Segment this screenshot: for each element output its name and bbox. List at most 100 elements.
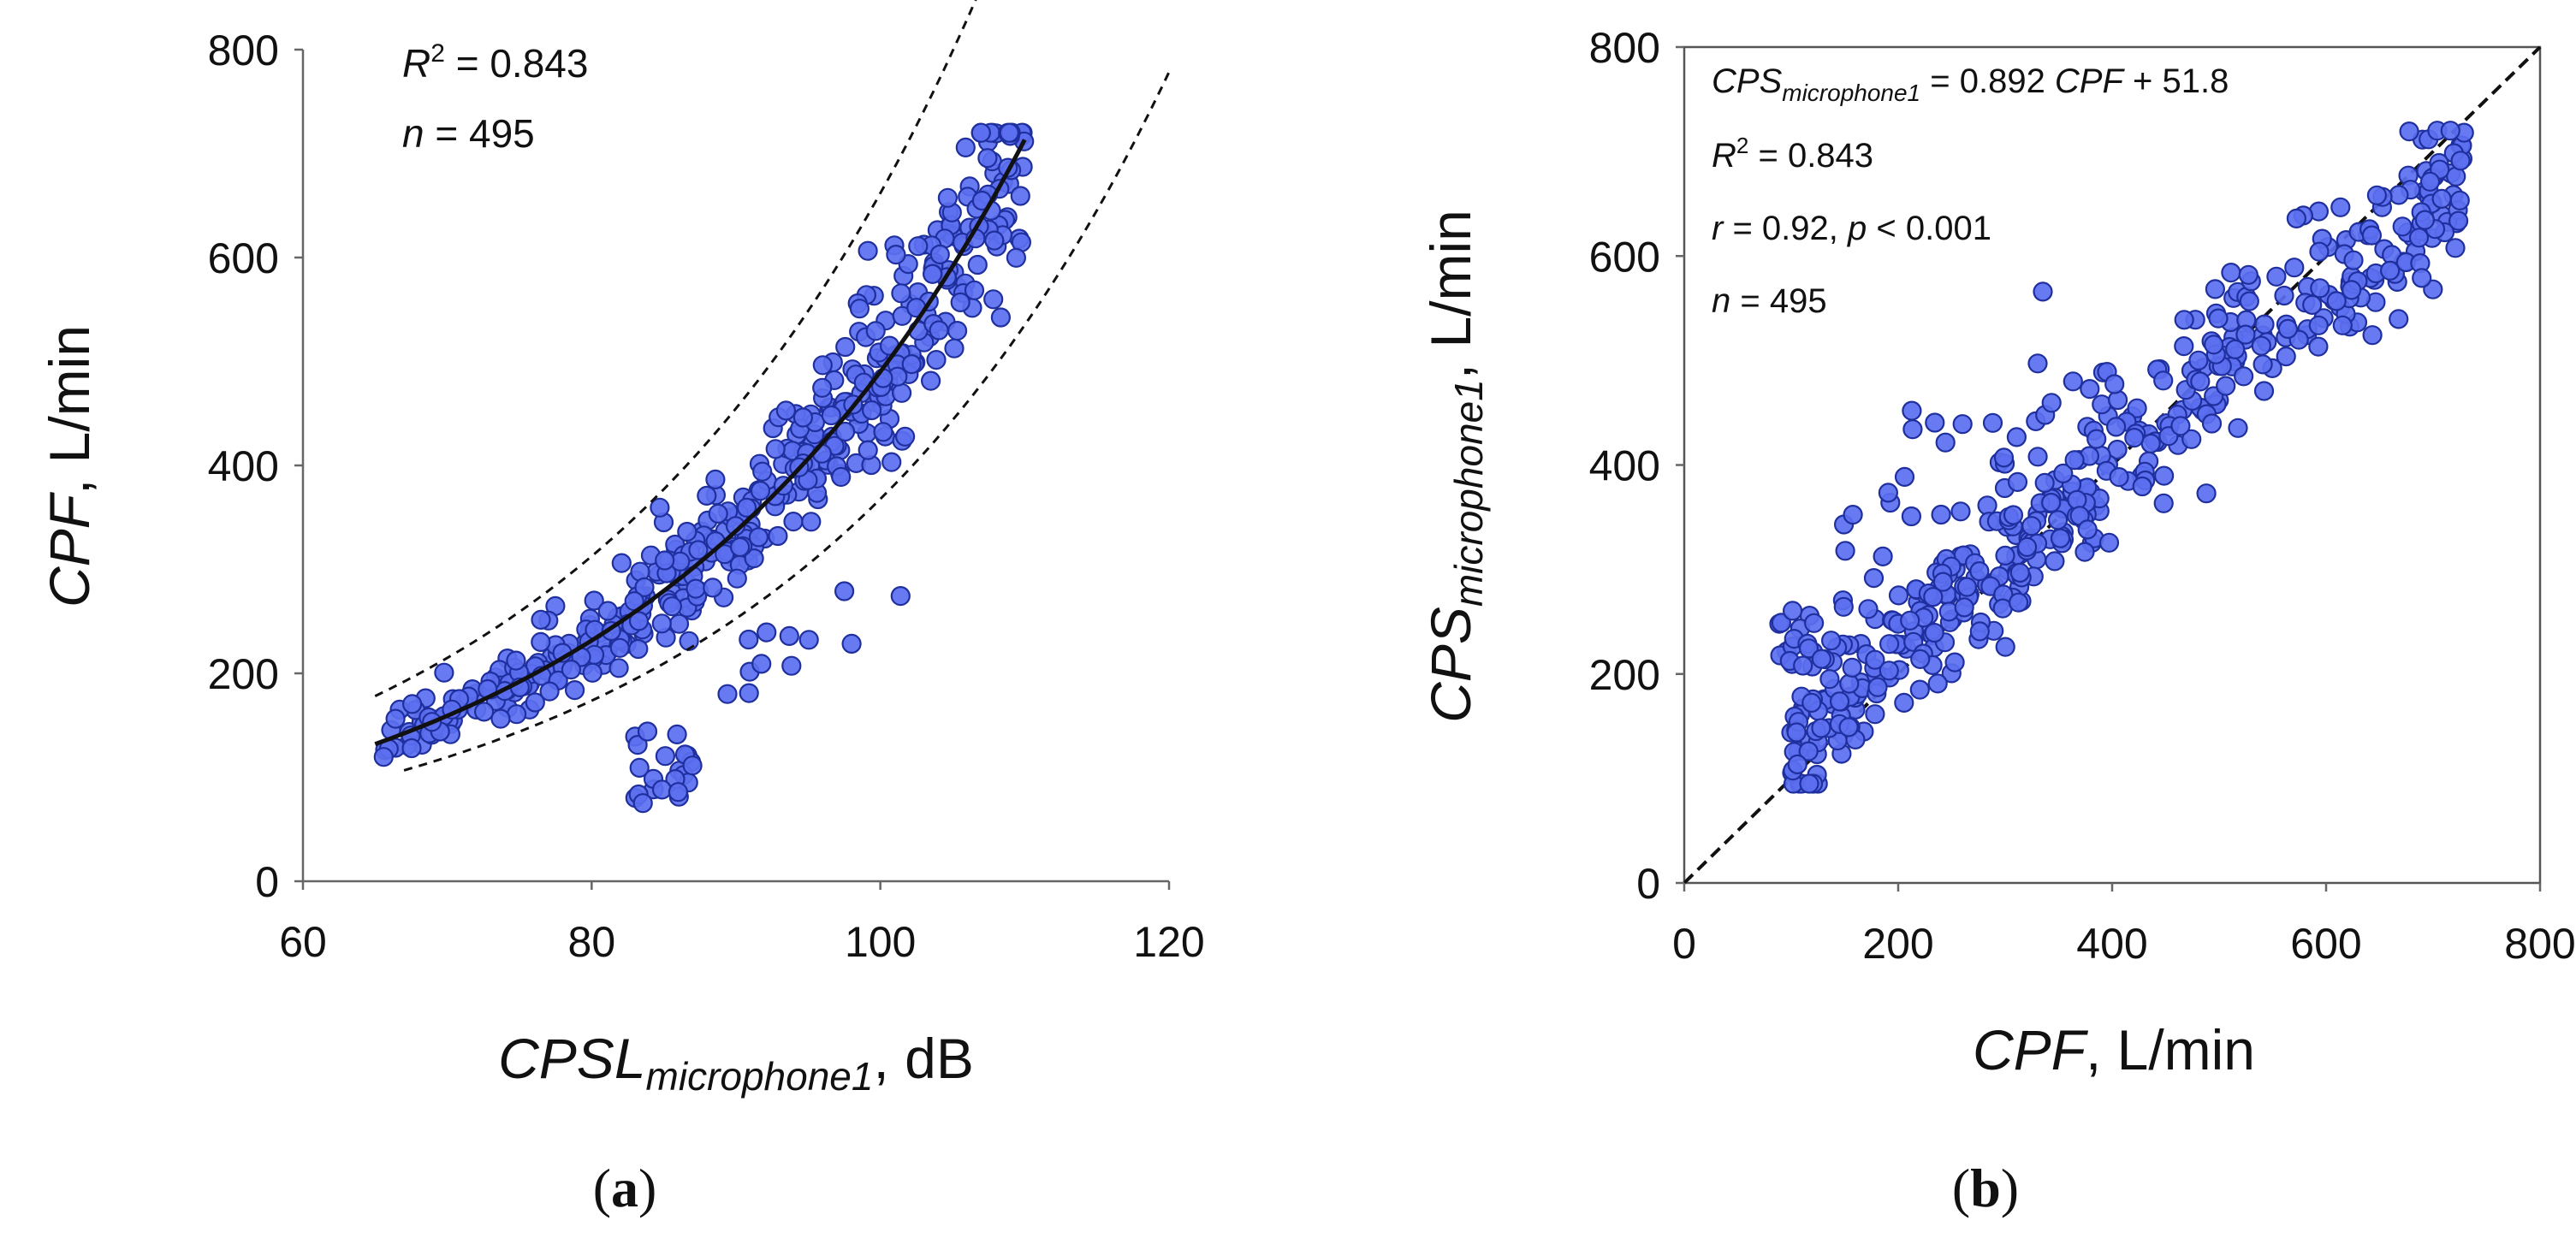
panel-a-data-point [944,338,965,358]
panel-b-data-point [2063,371,2083,392]
panel-b-data-point [2009,592,2029,613]
panel-a-data-point [668,782,689,803]
panel-a-data-point [861,400,882,421]
panel-b-data-point [2332,315,2353,335]
panel-a-data-point [886,245,906,265]
panel-b-x-ticks: 0 200 400 600 800 [1672,883,2576,968]
panel-a-data-point [999,122,1019,143]
panel-b-data-point [1954,597,1974,618]
panel-b-data-point [2302,294,2323,315]
panel-b-data-point [1944,652,1965,672]
panel-a-data-point [752,461,773,482]
panel-b-data-point [2205,279,2225,299]
panel-b-data-point [2196,483,2217,504]
panel-a-data-point [705,469,726,490]
panel-a-data-point [609,637,630,658]
panel-b-data-point [1995,637,2015,657]
panel-b-data-point [1863,567,1885,589]
panel-a-data-point [792,407,814,428]
panel-b-data-point [2009,562,2030,583]
panel-a-data-point [812,355,833,376]
panel-b-data-point [2253,381,2275,401]
panel-b-data-point [2021,516,2042,536]
panel-b-data-point [2239,291,2259,311]
panel-b-x-tick-label: 0 [1672,920,1696,968]
panel-a-data-point [748,527,769,548]
panel-a-data-point [682,755,703,776]
panel-b-data-point [1931,504,1951,525]
panel-b-equation-annotation: CPSmicrophone1 = 0.892 CPF + 51.8 [1712,62,2229,106]
panel-b-data-point [2006,427,2027,447]
panel-b-data-point [1787,754,1807,775]
panel-a-data-point [768,525,788,547]
panel-a-data-point [929,320,949,341]
panel-b-data-point [1839,673,1860,694]
panel-b-data-point [2190,371,2211,392]
panel-b-data-point [2027,353,2048,374]
panel-a-data-point [584,590,604,611]
panel-b-data-point [1977,495,1997,516]
panel-a-r2-annotation: R2 = 0.843 [402,39,588,86]
panel-a-data-point [926,350,947,370]
panel-a-data-point [434,662,454,683]
panel-a-data-point [608,658,629,678]
panel-a-data-point [990,307,1012,328]
panel-a-data-point [628,611,650,631]
panel-b-data-point [1771,613,1791,633]
panel-a-y-tick-label: 200 [208,650,279,698]
panel-b-data-point [2266,266,2287,287]
panel-a-data-point [677,521,697,542]
panel-a-data-point [627,734,648,755]
panel-a-data-point [834,581,855,601]
panel-b-data-point [2048,510,2069,530]
panel-a-data-point [779,625,799,647]
panel-a-data-point [950,292,970,312]
panel-b-data-point [1879,634,1900,655]
panel-b-x-tick-label: 400 [2076,920,2147,968]
panel-a-data-point [831,466,852,488]
panel-b-data-point [1811,649,1831,669]
panel-a-x-tick-label: 60 [279,918,327,966]
panel-b-data-point [1786,722,1807,743]
panel-a-data-point [611,553,632,573]
panel-a-y-tick-label: 600 [208,234,279,282]
panel-b-data-point [1923,587,1944,607]
panel-b-y-tick-label: 0 [1636,860,1660,908]
panel-b-data-point [2326,291,2347,311]
panel-b-data-point [2450,151,2471,171]
panel-a-data-point [937,187,959,208]
panel-b-data-point [2033,281,2053,302]
panel-b-data-point [2007,471,2028,493]
panel-a-data-point [686,578,706,599]
panel-b-data-point [1842,657,1862,678]
panel-a-label: (a) [593,1158,657,1218]
panel-b-data-point [1894,692,1914,714]
panel-a-data-point [929,244,950,264]
panel-b-data-point [2284,258,2305,278]
panel-b-data-point [2127,398,2147,418]
panel-a-data-point [506,650,526,671]
panel-a-data-point [651,779,673,800]
panel-a-data-point [841,633,862,655]
panel-a-data-point [801,512,822,532]
panel-a-data-point [798,630,819,650]
panel-a-data-point [708,503,728,524]
panel-a-data-point [964,280,985,300]
panel-b-y-ticks: 0 200 400 600 800 [1589,24,1684,908]
panel-a-data-point [955,137,976,157]
panel-b-data-point [1867,677,1888,697]
panel-a-data-point [667,724,687,745]
panel-b-data-point [2153,493,2174,513]
panel-b-data-point [2041,492,2062,513]
panel-a-data-point [634,577,655,598]
panel-b-data-point [1995,545,2015,566]
panel-b-data-point [1982,412,2003,433]
panel-a-x-tick-label: 80 [568,918,616,966]
panel-b-data-point [2067,489,2087,510]
panel-b-data-point [2448,210,2469,231]
panel-b-data-point [2366,185,2387,205]
panel-a-data-point [894,426,916,447]
panel-b-data-point [2140,433,2161,454]
panel-b-data-point [1858,599,1879,619]
